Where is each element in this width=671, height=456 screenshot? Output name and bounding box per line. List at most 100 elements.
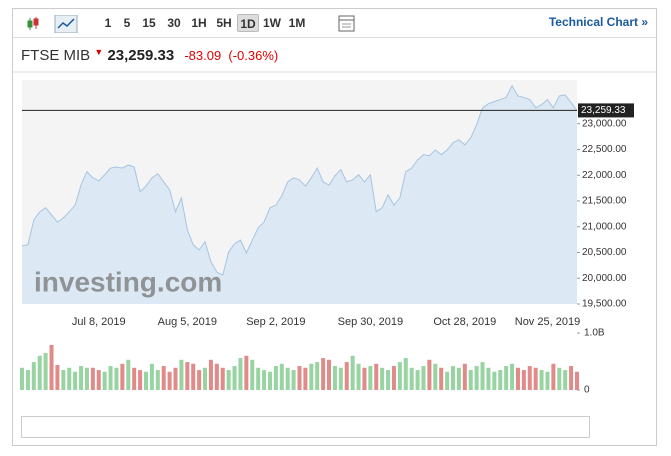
volume-bar: [49, 344, 54, 390]
volume-bar: [220, 367, 225, 390]
candles-icon[interactable]: [27, 17, 39, 30]
volume-bar: [267, 371, 272, 390]
change: -83.09: [184, 48, 222, 63]
volume-bar: [468, 370, 473, 390]
volume-bar: [226, 370, 231, 390]
instrument-name: FTSE MIB: [21, 47, 91, 64]
last-price-label: 23,259.33: [581, 105, 626, 116]
volume-bar: [285, 367, 290, 390]
volume-bar: [244, 355, 249, 390]
volume-bar: [575, 371, 579, 390]
volume-bar: [474, 366, 479, 390]
volume-bar: [356, 363, 361, 390]
y-tick-label: 23,000.00: [582, 118, 627, 129]
volume-bar: [368, 366, 373, 390]
volume-bar: [480, 362, 485, 390]
volume-bar: [386, 370, 391, 390]
volume-bar: [315, 362, 320, 390]
range-buttons: [21, 416, 590, 438]
volume-bar: [332, 366, 337, 390]
volume-bar: [521, 370, 526, 390]
volume-bar: [31, 362, 36, 390]
volume-bar: [504, 366, 509, 390]
watermark: investing.com: [34, 266, 222, 297]
volume-bar: [515, 367, 520, 390]
x-tick-label: Sep 30, 2019: [338, 316, 403, 328]
volume-bar: [421, 366, 426, 390]
interval-button[interactable]: 5H: [216, 16, 232, 30]
volume-bar: [208, 359, 213, 390]
volume-bar: [167, 371, 172, 390]
interval-button[interactable]: 1H: [191, 16, 207, 30]
volume-bar: [214, 363, 219, 390]
volume-bar: [79, 366, 84, 390]
interval-button[interactable]: 1M: [288, 16, 306, 30]
y-tick-label: 21,000.00: [582, 221, 627, 232]
volume-bar: [61, 370, 66, 390]
volume-bar: [397, 362, 402, 390]
interval-button[interactable]: 1: [104, 16, 112, 30]
volume-bar: [321, 358, 326, 390]
toolbar: 1 5 15 30 1H 5H 1D 1W 1M Technical Chart »: [13, 9, 656, 38]
price: 23,259.33: [107, 47, 175, 64]
y-tick-label: 20,500.00: [582, 247, 627, 258]
interval-button[interactable]: 15: [142, 16, 156, 30]
volume-bar: [344, 362, 349, 390]
volume-bar: [20, 367, 24, 390]
volume-bar: [185, 362, 190, 390]
interval-button[interactable]: 30: [167, 16, 181, 30]
area-fill: [22, 85, 577, 304]
volume-bar: [327, 359, 332, 390]
volume-bar: [427, 359, 432, 390]
volume-bar: [132, 367, 137, 390]
down-arrow: ▼: [94, 47, 104, 57]
volume-bar: [510, 363, 515, 390]
x-tick-label: Sep 2, 2019: [246, 316, 305, 328]
volume-bar: [551, 363, 556, 390]
x-tick-label: Nov 25, 2019: [515, 316, 580, 328]
volume-bar: [539, 370, 544, 390]
y-tick-label: 20,000.00: [582, 273, 627, 284]
volume-bar: [84, 367, 89, 390]
volume-bar: [486, 367, 491, 390]
settings-icon[interactable]: [337, 15, 357, 33]
volume-bar: [120, 363, 125, 390]
volume-bar: [563, 370, 568, 390]
technical-chart-link[interactable]: Technical Chart »: [548, 15, 648, 29]
x-tick-label: Oct 28, 2019: [433, 316, 496, 328]
volume-bar: [102, 371, 107, 390]
volume-bar: [409, 367, 414, 390]
volume-bar: [297, 366, 302, 390]
volume-bar: [492, 371, 497, 390]
interval-button[interactable]: 1D: [237, 14, 259, 32]
volume-bar: [203, 367, 208, 390]
x-tick-label: Jul 8, 2019: [72, 316, 126, 328]
quote-header: FTSE MIB ▼ 23,259.33 -83.09 (-0.36%): [21, 47, 278, 64]
change-pct: (-0.36%): [228, 48, 279, 63]
volume-bar: [43, 352, 48, 390]
volume-bar: [73, 371, 78, 390]
volume-bar: [96, 370, 101, 390]
volume-bar: [527, 366, 532, 390]
y-tick-label: 21,500.00: [582, 196, 627, 207]
volume-bar: [569, 366, 574, 390]
interval-button[interactable]: 1W: [263, 16, 281, 30]
last-price-box: [578, 103, 634, 118]
volume-bar: [155, 370, 160, 390]
volume-bar: [309, 363, 314, 390]
volume-bar: [338, 367, 343, 390]
interval-button[interactable]: 5: [123, 16, 131, 30]
volume-bar: [291, 370, 296, 390]
volume-bar: [433, 363, 438, 390]
volume-bar: [380, 367, 385, 390]
volume-bar: [197, 370, 202, 390]
volume-bar: [462, 363, 467, 390]
x-tick-label: Aug 5, 2019: [158, 316, 217, 328]
chart-type-icons: [27, 15, 78, 33]
volume-bar: [138, 370, 143, 390]
volume-bar: [179, 359, 184, 390]
line-icon[interactable]: [54, 15, 78, 33]
volume-bar: [238, 358, 243, 390]
volume-bar: [374, 363, 379, 390]
